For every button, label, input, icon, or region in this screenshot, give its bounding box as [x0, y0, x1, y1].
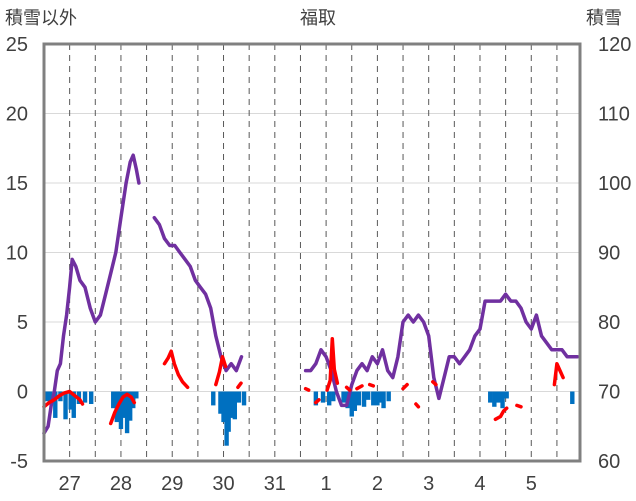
temperature-line [108, 392, 137, 426]
temperature-line [42, 389, 85, 409]
temperature-line [355, 384, 364, 391]
precipitation-bar [71, 391, 76, 418]
precipitation-bar [127, 391, 133, 421]
precipitation-bar [331, 391, 336, 402]
precipitation-bar [349, 391, 354, 417]
precipitation-bar [232, 391, 238, 420]
precipitation-bar [371, 391, 376, 406]
temperature-line [367, 382, 376, 388]
temperature-line [162, 349, 190, 390]
x-tick-label: 28 [110, 473, 132, 495]
precipitation-bar [378, 391, 383, 403]
right-tick-label: 120 [598, 34, 631, 56]
precipitation-bar [500, 391, 505, 409]
temperature-line [431, 380, 438, 387]
left-tick-label: 10 [6, 243, 28, 265]
precipitation-bar [226, 391, 231, 432]
right-tick-label: 110 [598, 104, 630, 126]
temperature-line [493, 406, 509, 422]
temperature-line [414, 402, 421, 409]
temperature-line [314, 398, 321, 405]
right-tick-label: 80 [598, 312, 620, 334]
right-tick-label: 70 [598, 382, 620, 404]
left-tick-label: 15 [6, 173, 28, 195]
x-tick-label: 3 [423, 473, 434, 495]
precipitation-bar [229, 391, 234, 418]
precipitation-bar [320, 391, 326, 403]
precipitation-bar [53, 391, 58, 418]
precipitation-bar [88, 391, 94, 405]
left-axis-label: 積雪以外 [5, 8, 77, 28]
left-tick-label: 25 [6, 34, 28, 56]
precipitation-bar [82, 391, 88, 403]
plot-frame [42, 42, 582, 463]
precipitation-bar [44, 391, 49, 402]
temperature-line [214, 355, 228, 387]
temperature-line [515, 403, 523, 409]
x-tick-label: 30 [212, 473, 234, 495]
right-tick-label: 90 [598, 243, 620, 265]
precipitation-bar [496, 391, 501, 403]
x-tick-label: 29 [161, 473, 183, 495]
right-axis-label: 積雪 [586, 8, 622, 28]
chart-title: 福取 [300, 8, 336, 28]
precipitation-bar [504, 391, 509, 399]
x-tick-label: 27 [59, 473, 81, 495]
x-tick-label: 4 [474, 473, 485, 495]
temperature-line [325, 336, 340, 392]
precipitation-bar [341, 391, 346, 403]
precipitation-bar [488, 391, 493, 403]
snow-depth-line [303, 292, 580, 408]
left-tick-label: -5 [10, 451, 28, 473]
precipitation-bar [356, 391, 362, 406]
x-tick-label: 31 [264, 473, 286, 495]
temperature-line [344, 385, 352, 392]
snow-depth-line [152, 215, 244, 373]
precipitation-bar [492, 391, 497, 407]
precipitation-bar [47, 391, 53, 405]
precipitation-bar [221, 391, 226, 423]
precipitation-bar [313, 391, 319, 406]
precipitation-bar [111, 391, 116, 409]
precipitation-bar [361, 391, 367, 407]
temperature-line [303, 386, 311, 392]
temperature-line [236, 381, 243, 390]
precipitation-bar [381, 391, 386, 409]
left-tick-label: 0 [17, 382, 28, 404]
right-tick-label: 100 [598, 173, 631, 195]
precipitation-bar [236, 391, 242, 403]
precipitation-bar [124, 391, 130, 434]
temperature-line [552, 361, 565, 387]
temperature-line [401, 382, 409, 391]
precipitation-bar [63, 391, 68, 420]
left-tick-label: 20 [6, 104, 28, 126]
precipitation-bar [121, 391, 127, 418]
snow-depth-line [42, 153, 141, 435]
right-tick-label: 60 [598, 451, 620, 473]
precipitation-bar [134, 391, 139, 399]
precipitation-bar [211, 391, 216, 406]
x-tick-label: 2 [372, 473, 383, 495]
precipitation-bar [386, 391, 391, 402]
precipitation-bar [352, 391, 358, 411]
data-lines [42, 153, 580, 435]
precipitation-bar [326, 391, 332, 406]
precipitation-bar [118, 391, 124, 430]
x-tick-label: 5 [526, 473, 537, 495]
x-tick-label: 1 [321, 473, 332, 495]
precipitation-bar [218, 391, 223, 414]
left-tick-label: 5 [17, 312, 28, 334]
precipitation-bar [365, 391, 371, 400]
precipitation-bar [375, 391, 380, 406]
precipitation-bar [68, 391, 73, 410]
precipitation-bar [570, 391, 575, 405]
precipitation-bar [241, 391, 247, 406]
